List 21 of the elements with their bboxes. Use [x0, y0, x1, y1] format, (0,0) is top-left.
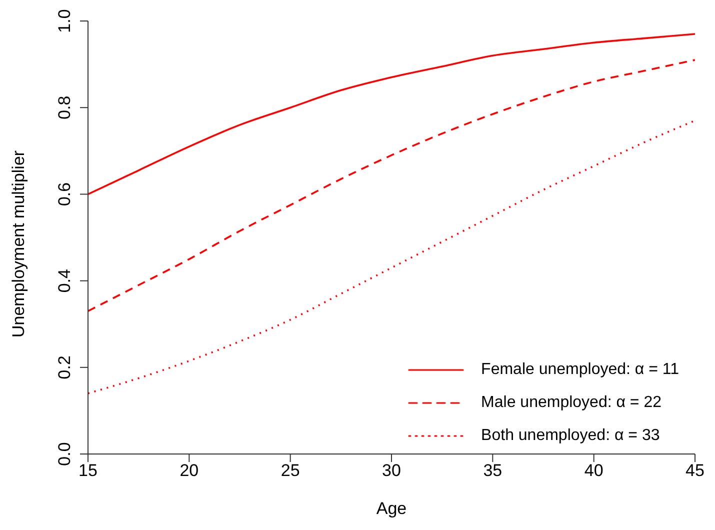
- x-tick-label: 40: [584, 461, 604, 480]
- legend-label: Male unemployed: α = 22: [481, 394, 662, 412]
- y-tick-label: 0.4: [55, 268, 74, 293]
- y-tick-label: 0.6: [55, 182, 74, 206]
- x-tick-label: 20: [180, 461, 199, 480]
- x-tick-label: 25: [280, 461, 300, 480]
- x-tick-label: 30: [382, 461, 401, 480]
- x-tick-label: 45: [686, 461, 704, 480]
- y-axis-title: Unemployment multiplier: [9, 150, 28, 338]
- legend-label: Female unemployed: α = 11: [481, 360, 679, 378]
- x-axis-title: Age: [376, 499, 407, 518]
- y-tick-label: 0.8: [55, 96, 74, 120]
- x-tick-label: 35: [483, 461, 502, 480]
- x-tick-label: 15: [78, 461, 98, 480]
- line-series: [88, 33, 695, 196]
- y-tick-label: 0.0: [55, 442, 74, 466]
- line-series: [88, 59, 695, 312]
- y-tick-label: 1.0: [55, 9, 74, 33]
- legend-label: Both unemployed: α = 33: [481, 426, 660, 444]
- line-series: [88, 120, 695, 394]
- y-tick-label: 0.2: [55, 356, 74, 380]
